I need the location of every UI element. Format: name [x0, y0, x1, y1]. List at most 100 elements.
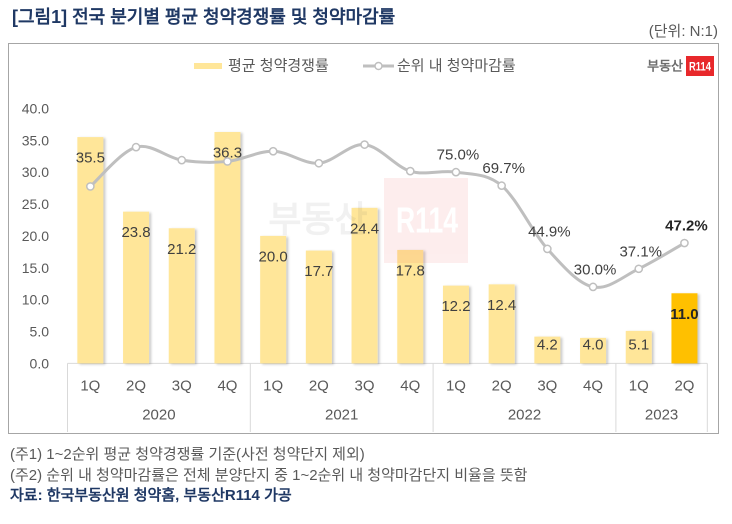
line-series	[88, 143, 686, 289]
bar-data-label: 35.5	[76, 150, 105, 167]
closing-rate-line	[88, 143, 686, 289]
x-group-label: 2022	[508, 407, 541, 424]
legend-item-competition-rate: 평균 청약경쟁률	[194, 58, 329, 75]
logo-badge-box	[686, 56, 714, 76]
bar	[580, 337, 607, 364]
x-tick-label: 2Q	[126, 378, 146, 395]
legend: 평균 청약경쟁률 순위 내 청약마감률	[194, 58, 516, 75]
figure-title: [그림1] 전국 분기별 평균 청약경쟁률 및 청약마감률	[12, 7, 396, 27]
line-marker	[223, 157, 232, 166]
y-tick-label: 20.0	[22, 228, 49, 244]
bar-data-label: 17.7	[304, 263, 333, 280]
x-tick-label: 2Q	[492, 378, 512, 395]
bar-data-labels: 35.5 23.8 21.2 36.3 20.0 17.7 24.4 17.8 12.2 12.4…	[76, 144, 699, 353]
x-tick-label: 1Q	[263, 378, 283, 395]
y-tick-label: 5.0	[30, 324, 50, 340]
bar	[123, 211, 150, 364]
y-tick-label: 0.0	[30, 355, 50, 371]
legend-label-competition-rate: 평균 청약경쟁률	[228, 58, 329, 75]
line-marker	[360, 140, 369, 149]
bar	[77, 137, 104, 364]
bar	[168, 228, 195, 364]
line-data-labels: 75.0%69.7% 44.9% 30.0%37.1%47.2%	[437, 147, 708, 279]
x-tick-label: 2Q	[309, 378, 329, 395]
bar	[625, 330, 652, 364]
y-tick-label: 25.0	[22, 196, 49, 212]
y-tick-label: 40.0	[22, 100, 49, 116]
bar	[488, 284, 515, 364]
bar-data-label: 12.4	[487, 297, 516, 314]
line-marker	[131, 142, 141, 152]
footnote-2: (주2) 순위 내 청약마감률은 전체 분양단지 중 1~2순위 내 청약마감단…	[10, 467, 528, 484]
bar-data-label: 21.2	[167, 241, 196, 258]
bar-data-label: 5.1	[628, 337, 649, 354]
bar-data-label: 36.3	[213, 144, 242, 161]
watermark-badge-text: R114	[396, 200, 458, 241]
y-tick-label: 35.0	[22, 132, 49, 148]
line-markers	[86, 140, 689, 292]
x-tick-label: 1Q	[446, 378, 466, 395]
footnote-1: (주1) 1~2순위 평균 청약경쟁률 기준(사전 청약단지 제외)	[10, 446, 365, 463]
r114-logo: 부동산 R114	[647, 56, 714, 76]
line-marker	[86, 182, 95, 191]
bar-data-label: 4.0	[583, 337, 604, 354]
x-group-label: 2021	[325, 407, 358, 424]
legend-swatch-marker	[374, 61, 383, 71]
bar-data-label: 24.4	[350, 220, 379, 237]
bar	[260, 235, 287, 364]
x-tick-label: 3Q	[355, 378, 375, 395]
axes: 0.0 5.0 10.0 15.0 20.0 25.0 30.0 35.0 40.0 1Q 2Q 3Q…	[22, 100, 708, 432]
legend-swatch-bar	[194, 63, 222, 69]
bar-highlighted	[671, 293, 698, 364]
bar	[214, 131, 241, 364]
logo-text: 부동산	[647, 59, 683, 74]
line-data-label: 47.2%	[665, 218, 708, 235]
line-marker	[177, 155, 187, 165]
bar	[442, 285, 469, 364]
y-tick-label: 30.0	[22, 164, 49, 180]
chart-frame	[8, 43, 719, 434]
y-tick-label: 10.0	[22, 292, 49, 308]
y-tick-label: 15.0	[22, 260, 49, 276]
line-marker	[497, 181, 506, 191]
bar-data-label: 12.2	[441, 298, 470, 315]
bar-data-label: 17.8	[396, 262, 425, 279]
x-tick-label: 4Q	[217, 378, 237, 395]
line-data-label: 30.0%	[574, 261, 617, 278]
legend-label-closing-rate: 순위 내 청약마감률	[397, 58, 516, 75]
x-tick-label: 2Q	[674, 378, 694, 395]
bar-data-label: 23.8	[121, 224, 150, 241]
x-tick-label: 4Q	[583, 378, 603, 395]
x-tick-label: 4Q	[400, 378, 420, 395]
x-group-label: 2023	[645, 407, 678, 424]
line-marker	[588, 282, 598, 292]
bar-data-label: 20.0	[259, 248, 288, 265]
bar	[397, 249, 424, 364]
source-note: 자료: 한국부동산원 청약홈, 부동산R114 가공	[10, 487, 292, 504]
line-data-label: 44.9%	[528, 223, 571, 240]
line-marker	[314, 158, 324, 168]
bar	[351, 207, 378, 364]
x-tick-label: 3Q	[172, 378, 192, 395]
unit-note: (단위: N:1)	[648, 23, 718, 40]
line-marker	[634, 264, 644, 274]
bar-data-label: 11.0	[670, 306, 698, 323]
logo-badge-text: R114	[689, 60, 711, 74]
line-marker	[268, 146, 278, 156]
legend-item-closing-rate: 순위 내 청약마감률	[363, 58, 516, 75]
line-data-label: 75.0%	[437, 147, 480, 164]
bar	[534, 336, 561, 364]
x-tick-label: 3Q	[537, 378, 557, 395]
line-marker	[543, 244, 552, 254]
line-data-label: 37.1%	[619, 243, 662, 260]
watermark: 부동산 R114	[268, 178, 468, 263]
bar	[305, 250, 332, 364]
line-data-label: 69.7%	[482, 160, 525, 177]
bar-series	[77, 131, 698, 364]
bar-data-label: 4.2	[537, 337, 558, 354]
watermark-text: 부동산	[268, 199, 367, 240]
x-tick-label: 1Q	[629, 378, 649, 395]
line-marker	[680, 238, 689, 248]
x-tick-label: 1Q	[80, 378, 100, 395]
